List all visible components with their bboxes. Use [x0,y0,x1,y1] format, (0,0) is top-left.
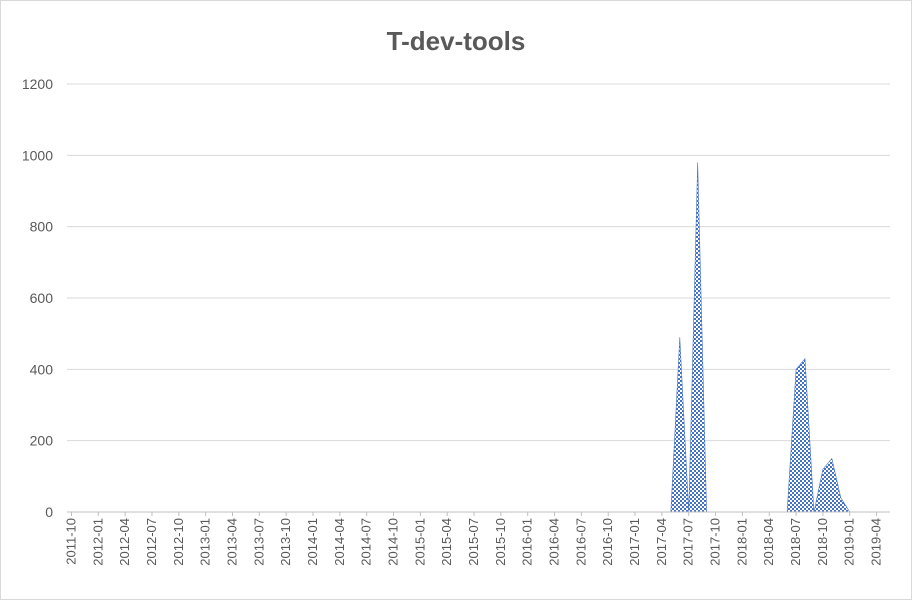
x-tick-label: 2017-07 [681,518,696,566]
x-tick-label: 2012-10 [171,518,186,566]
x-tick-label: 2015-04 [439,518,454,566]
y-tick-label: 1000 [22,147,53,163]
x-tick-label: 2013-07 [251,518,266,566]
x-tick-label: 2019-04 [869,518,884,566]
x-tick-label: 2015-10 [493,518,508,566]
x-tick-label: 2018-04 [761,518,776,566]
y-tick-label: 400 [30,361,54,377]
x-tick-label: 2013-04 [224,518,239,566]
x-tick-label: 2015-01 [412,518,427,566]
x-tick-label: 2017-04 [654,518,669,566]
y-tick-label: 200 [30,433,54,449]
y-axis-ticks: 0 200 400 600 800 1000 1200 [22,76,53,520]
x-tick-label: 2017-10 [708,518,723,566]
x-tick-label: 2018-07 [788,518,803,566]
gridlines [67,83,890,442]
x-tick-label: 2012-07 [144,518,159,566]
x-tick-label: 2014-10 [386,518,401,566]
x-tick-label: 2018-01 [734,518,749,566]
y-tick-label: 600 [30,290,54,306]
area-series-path [71,162,886,513]
x-tick-label: 2016-07 [573,518,588,566]
x-tick-label: 2012-01 [90,518,105,566]
x-tick-label: 2018-10 [815,518,830,566]
chart-title: T-dev-tools [387,26,526,56]
area-series [71,162,886,513]
x-tick-label: 2014-07 [359,518,374,566]
x-axis-ticks: 2011-10 2012-01 2012-04 2012-07 2012-10 2013-… [63,512,884,566]
y-tick-label: 0 [45,504,53,520]
y-tick-label: 1200 [22,76,53,92]
x-tick-label: 2019-01 [842,518,857,566]
x-tick-label: 2011-10 [63,518,78,565]
x-tick-label: 2013-10 [278,518,293,566]
x-tick-label: 2016-04 [547,518,562,566]
x-tick-label: 2017-01 [627,518,642,566]
x-tick-label: 2012-04 [117,518,132,566]
y-tick-label: 800 [30,219,54,235]
x-tick-label: 2015-07 [466,518,481,566]
x-tick-label: 2016-10 [600,518,615,566]
x-tick-label: 2014-04 [332,518,347,566]
x-tick-label: 2013-01 [198,518,213,566]
x-tick-label: 2014-01 [305,518,320,566]
x-tick-label: 2016-01 [520,518,535,566]
